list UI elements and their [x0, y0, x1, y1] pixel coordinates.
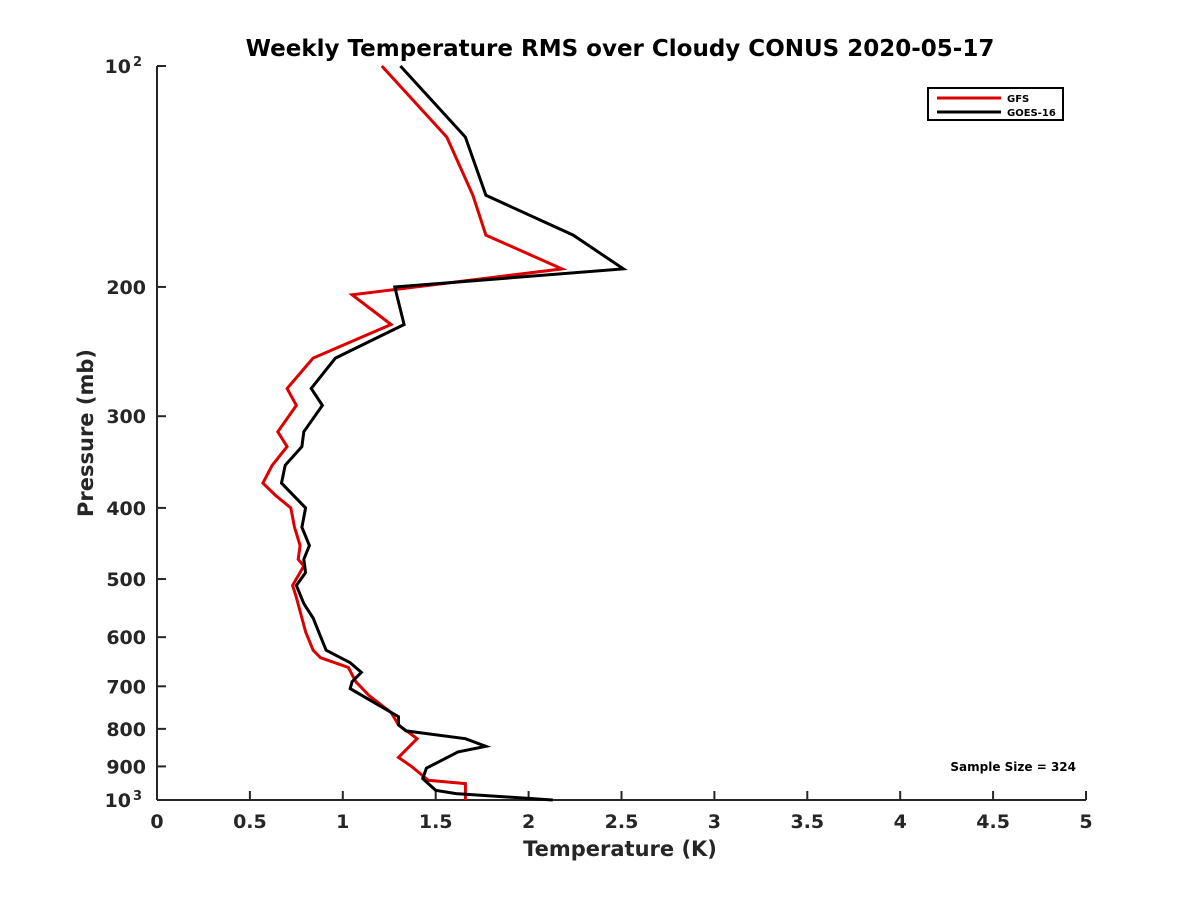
x-tick-label: 3.5 — [790, 811, 824, 833]
legend: GFS GOES-16 — [927, 87, 1064, 121]
y-tick-exponent: 3 — [133, 789, 142, 804]
series-line-goes-16 — [279, 64, 628, 802]
y-tick-label: 900 — [106, 756, 146, 778]
x-tick-label: 5 — [1079, 811, 1092, 833]
y-tick-exponent: 2 — [133, 55, 142, 70]
y-tick-label: 800 — [106, 719, 146, 741]
y-tick-label: 400 — [106, 498, 146, 520]
sample-size-annotation: Sample Size = 324 — [950, 760, 1076, 774]
series-line-gfs — [261, 64, 568, 800]
x-ticks: 0 0.5 1 1.5 2 2.5 3 3.5 4 4.5 5 — [150, 791, 1093, 833]
x-tick-label: 4 — [894, 811, 907, 833]
axes-frame — [156, 66, 1086, 801]
legend-box — [927, 87, 1064, 121]
y-tick-label: 10 — [105, 56, 131, 78]
x-tick-label: 2.5 — [605, 811, 639, 833]
y-tick-label: 600 — [106, 627, 146, 649]
y-tick-label: 700 — [106, 676, 146, 698]
legend-label: GOES-16 — [1007, 108, 1056, 119]
x-tick-label: 3 — [708, 811, 721, 833]
legend-label: GFS — [1007, 94, 1029, 105]
y-tick-label: 300 — [106, 406, 146, 428]
x-tick-label: 1.5 — [419, 811, 453, 833]
x-axis-label: Temperature (K) — [523, 837, 717, 861]
series-layer — [261, 64, 628, 802]
y-tick-label: 10 — [105, 790, 131, 812]
x-tick-label: 0 — [150, 811, 163, 833]
y-tick-label: 200 — [106, 277, 146, 299]
x-tick-label: 4.5 — [976, 811, 1010, 833]
x-tick-label: 2 — [522, 811, 535, 833]
y-tick-label: 500 — [106, 569, 146, 591]
chart-title: Weekly Temperature RMS over Cloudy CONUS… — [246, 36, 995, 62]
x-tick-label: 1 — [336, 811, 349, 833]
x-tick-label: 0.5 — [233, 811, 267, 833]
y-axis-label: Pressure (mb) — [74, 349, 98, 517]
